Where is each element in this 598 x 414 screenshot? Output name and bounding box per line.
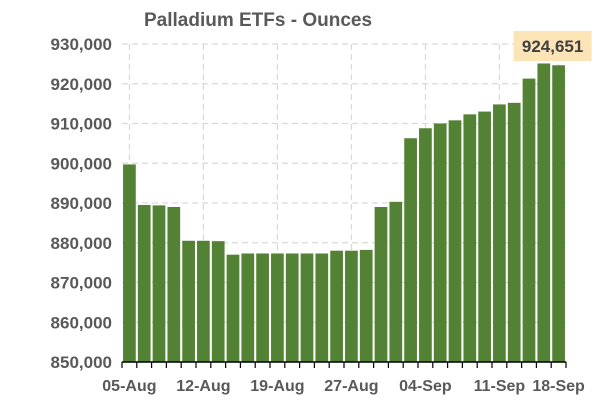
bar xyxy=(286,253,299,362)
y-tick-label: 850,000 xyxy=(51,353,112,372)
bars xyxy=(123,63,565,362)
x-tick-label: 19-Aug xyxy=(250,378,304,395)
y-tick-label: 880,000 xyxy=(51,234,112,253)
bar xyxy=(404,138,417,362)
value-callout: 924,651 xyxy=(514,31,592,61)
bar xyxy=(138,205,151,362)
y-tick-label: 890,000 xyxy=(51,194,112,213)
bar xyxy=(360,250,373,362)
bar xyxy=(537,63,550,362)
bar xyxy=(197,241,210,362)
bar xyxy=(463,114,476,362)
bar xyxy=(478,112,491,362)
bar xyxy=(256,253,269,362)
x-axis-tick-labels: 05-Aug 12-Aug 19-Aug 27-Aug 04-Sep 11-Sep 18-S… xyxy=(102,378,585,395)
bar xyxy=(301,253,314,362)
y-tick-label: 870,000 xyxy=(51,274,112,293)
bar xyxy=(523,79,536,362)
bar xyxy=(375,207,388,362)
y-tick-label: 910,000 xyxy=(51,115,112,134)
bar xyxy=(419,128,432,362)
bar xyxy=(434,124,447,363)
bar xyxy=(315,253,328,362)
y-axis-tick-labels: 850,000 860,000 870,000 880,000 890,000 900,0… xyxy=(51,35,112,372)
x-tick-label: 12-Aug xyxy=(176,378,230,395)
bar xyxy=(123,164,136,362)
bar xyxy=(241,253,254,362)
bar xyxy=(167,207,180,362)
y-tick-label: 900,000 xyxy=(51,154,112,173)
bar xyxy=(182,241,195,362)
bar xyxy=(449,120,462,362)
bar xyxy=(227,255,240,362)
bar xyxy=(508,103,521,362)
y-tick-label: 860,000 xyxy=(51,313,112,332)
bar xyxy=(552,65,565,362)
bar xyxy=(389,202,402,362)
x-tick-label: 11-Sep xyxy=(474,378,526,395)
callout-value: 924,651 xyxy=(522,37,583,56)
bar xyxy=(493,104,506,362)
bar xyxy=(330,251,343,362)
x-tick-label: 04-Sep xyxy=(399,378,452,395)
bar xyxy=(271,253,284,362)
y-tick-label: 930,000 xyxy=(51,35,112,54)
x-axis xyxy=(122,362,566,368)
x-tick-label: 18-Sep xyxy=(532,378,585,395)
bar xyxy=(153,205,166,362)
x-tick-label: 27-Aug xyxy=(324,378,378,395)
bar xyxy=(345,251,358,362)
y-tick-label: 920,000 xyxy=(51,75,112,94)
chart-title: Palladium ETFs - Ounces xyxy=(144,10,372,31)
bar xyxy=(212,241,225,362)
x-tick-label: 05-Aug xyxy=(102,378,156,395)
